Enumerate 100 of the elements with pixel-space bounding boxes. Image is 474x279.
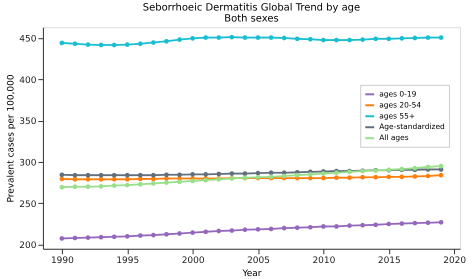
point xyxy=(177,231,182,236)
point xyxy=(216,228,222,234)
chart-title: Seborrhoeic Dermatitis Global Trend by age xyxy=(142,2,360,14)
point xyxy=(334,175,339,180)
point xyxy=(151,181,156,186)
point xyxy=(321,38,326,42)
point xyxy=(98,184,104,189)
point xyxy=(426,164,430,170)
point xyxy=(98,172,104,178)
point xyxy=(86,42,90,47)
point xyxy=(164,232,169,237)
point xyxy=(230,34,234,40)
point xyxy=(412,36,418,40)
point xyxy=(282,36,286,40)
point xyxy=(86,177,90,182)
point xyxy=(190,178,195,184)
point xyxy=(86,184,90,190)
point xyxy=(268,170,274,176)
point xyxy=(151,172,156,178)
point xyxy=(151,232,156,238)
point xyxy=(112,172,117,178)
point xyxy=(164,180,169,185)
point xyxy=(124,42,130,47)
point xyxy=(400,36,404,41)
point xyxy=(360,37,365,42)
point xyxy=(360,174,365,180)
point xyxy=(347,223,352,228)
x-tick-label: 1995 xyxy=(116,256,140,266)
point xyxy=(216,35,222,40)
point xyxy=(412,174,418,179)
point xyxy=(256,227,260,232)
point xyxy=(294,172,300,178)
point xyxy=(386,222,392,226)
point xyxy=(60,184,64,190)
point xyxy=(72,41,78,46)
point xyxy=(308,36,313,42)
point xyxy=(98,42,104,48)
point xyxy=(151,40,156,45)
point xyxy=(230,228,234,233)
x-tick-label: 2020 xyxy=(443,256,466,266)
point xyxy=(294,225,300,230)
point xyxy=(98,177,104,182)
point xyxy=(190,172,195,177)
point xyxy=(112,42,117,48)
point xyxy=(124,234,130,239)
point xyxy=(308,224,313,230)
point xyxy=(60,172,64,178)
x-tick-label: 2000 xyxy=(182,256,205,266)
point xyxy=(177,172,182,178)
point xyxy=(124,177,130,182)
point xyxy=(268,35,274,40)
point xyxy=(216,172,222,176)
point xyxy=(386,174,392,180)
point xyxy=(321,224,326,229)
point xyxy=(60,236,64,241)
point xyxy=(373,174,378,180)
x-tick-label: 1990 xyxy=(50,256,74,266)
point xyxy=(438,164,444,168)
x-axis-title: Year xyxy=(241,269,262,279)
y-axis-title: Prevalent cases per 100,000 xyxy=(6,74,16,203)
point xyxy=(72,172,78,178)
point xyxy=(60,176,64,182)
point xyxy=(308,172,313,177)
x-tick-label: 2010 xyxy=(312,256,336,266)
point xyxy=(112,183,117,188)
point xyxy=(426,174,430,178)
point xyxy=(112,234,117,240)
point xyxy=(334,38,339,42)
point xyxy=(203,229,208,234)
point xyxy=(203,35,208,40)
point xyxy=(138,41,143,46)
point xyxy=(400,174,404,180)
point xyxy=(164,172,169,178)
point xyxy=(164,38,169,44)
point xyxy=(373,36,378,42)
point xyxy=(230,171,234,176)
y-tick-label: 400 xyxy=(19,76,37,86)
point xyxy=(268,226,274,232)
point xyxy=(294,36,300,42)
point xyxy=(282,226,286,230)
point xyxy=(438,220,444,225)
point xyxy=(347,175,352,180)
point xyxy=(347,38,352,42)
point xyxy=(426,220,430,226)
point xyxy=(438,172,444,178)
y-tick-label: 450 xyxy=(19,34,37,44)
point xyxy=(426,35,430,40)
point xyxy=(256,170,260,176)
point xyxy=(334,224,339,229)
point xyxy=(242,227,248,232)
point xyxy=(360,222,365,228)
point xyxy=(373,222,378,228)
point xyxy=(177,179,182,184)
y-tick-label: 300 xyxy=(19,158,37,168)
point xyxy=(86,172,90,178)
point xyxy=(124,182,130,188)
point xyxy=(138,172,143,178)
point xyxy=(412,220,418,226)
point xyxy=(60,40,64,46)
point xyxy=(98,234,104,240)
